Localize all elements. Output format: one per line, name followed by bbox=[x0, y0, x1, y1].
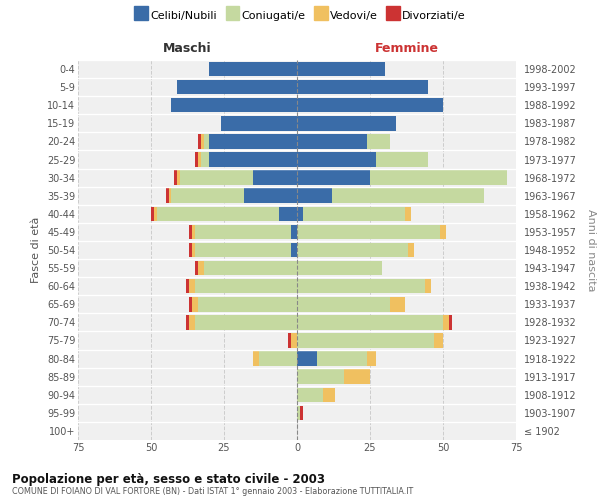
Bar bbox=[317, 352, 367, 366]
Bar bbox=[203, 261, 297, 276]
Bar bbox=[297, 206, 303, 221]
Text: COMUNE DI FOIANO DI VAL FORTORE (BN) - Dati ISTAT 1° gennaio 2003 - Elaborazione: COMUNE DI FOIANO DI VAL FORTORE (BN) - D… bbox=[12, 488, 413, 496]
Bar bbox=[195, 279, 297, 293]
Bar bbox=[172, 98, 297, 112]
Bar bbox=[209, 152, 297, 167]
Bar bbox=[297, 134, 367, 148]
Bar bbox=[367, 352, 376, 366]
Bar bbox=[177, 80, 297, 94]
Text: Maschi: Maschi bbox=[163, 42, 212, 54]
Bar bbox=[300, 406, 303, 420]
Bar bbox=[449, 315, 452, 330]
Bar bbox=[180, 170, 253, 185]
Bar bbox=[440, 224, 446, 239]
Bar bbox=[198, 297, 297, 312]
Bar bbox=[198, 134, 200, 148]
Y-axis label: Fasce di età: Fasce di età bbox=[31, 217, 41, 283]
Bar bbox=[189, 224, 192, 239]
Bar bbox=[195, 315, 297, 330]
Bar bbox=[154, 206, 157, 221]
Bar bbox=[323, 388, 335, 402]
Bar bbox=[189, 297, 192, 312]
Bar bbox=[186, 315, 189, 330]
Bar bbox=[297, 243, 408, 257]
Bar bbox=[192, 243, 195, 257]
Bar bbox=[198, 261, 203, 276]
Bar bbox=[297, 116, 396, 130]
Bar bbox=[297, 370, 344, 384]
Bar bbox=[367, 134, 391, 148]
Bar bbox=[297, 98, 443, 112]
Bar bbox=[297, 279, 425, 293]
Bar bbox=[175, 170, 177, 185]
Bar bbox=[195, 152, 198, 167]
Bar bbox=[297, 170, 370, 185]
Bar bbox=[177, 170, 180, 185]
Bar bbox=[253, 352, 259, 366]
Bar bbox=[297, 224, 440, 239]
Text: Femmine: Femmine bbox=[374, 42, 439, 54]
Bar bbox=[200, 152, 209, 167]
Legend: Celibi/Nubili, Coniugati/e, Vedovi/e, Divorziati/e: Celibi/Nubili, Coniugati/e, Vedovi/e, Di… bbox=[130, 6, 470, 25]
Bar bbox=[189, 243, 192, 257]
Bar bbox=[200, 134, 203, 148]
Bar bbox=[195, 224, 291, 239]
Bar bbox=[425, 279, 431, 293]
Bar bbox=[221, 116, 297, 130]
Bar bbox=[244, 188, 297, 203]
Bar bbox=[186, 279, 189, 293]
Bar bbox=[209, 134, 297, 148]
Bar bbox=[157, 206, 280, 221]
Bar bbox=[297, 388, 323, 402]
Bar bbox=[408, 243, 414, 257]
Bar bbox=[259, 352, 297, 366]
Bar bbox=[405, 206, 411, 221]
Bar bbox=[192, 224, 195, 239]
Bar bbox=[192, 297, 198, 312]
Bar bbox=[297, 315, 443, 330]
Bar bbox=[291, 224, 297, 239]
Bar bbox=[297, 152, 376, 167]
Bar bbox=[297, 261, 382, 276]
Bar bbox=[303, 206, 405, 221]
Bar bbox=[195, 243, 291, 257]
Y-axis label: Anni di nascita: Anni di nascita bbox=[586, 209, 596, 291]
Bar bbox=[297, 297, 391, 312]
Bar bbox=[166, 188, 169, 203]
Bar bbox=[189, 315, 195, 330]
Bar bbox=[434, 333, 443, 347]
Bar bbox=[370, 170, 507, 185]
Bar bbox=[169, 188, 172, 203]
Bar bbox=[297, 406, 300, 420]
Bar bbox=[297, 352, 317, 366]
Bar bbox=[198, 152, 200, 167]
Text: Popolazione per età, sesso e stato civile - 2003: Popolazione per età, sesso e stato civil… bbox=[12, 472, 325, 486]
Bar bbox=[291, 333, 297, 347]
Bar bbox=[443, 315, 449, 330]
Bar bbox=[332, 188, 484, 203]
Bar bbox=[391, 297, 405, 312]
Bar bbox=[376, 152, 428, 167]
Bar bbox=[297, 188, 332, 203]
Bar bbox=[195, 261, 198, 276]
Bar bbox=[280, 206, 297, 221]
Bar bbox=[291, 243, 297, 257]
Bar bbox=[203, 134, 209, 148]
Bar bbox=[189, 279, 195, 293]
Bar bbox=[288, 333, 291, 347]
Bar bbox=[172, 188, 244, 203]
Bar bbox=[151, 206, 154, 221]
Bar bbox=[344, 370, 370, 384]
Bar bbox=[297, 80, 428, 94]
Bar bbox=[253, 170, 297, 185]
Bar bbox=[209, 62, 297, 76]
Bar bbox=[297, 333, 434, 347]
Bar bbox=[297, 62, 385, 76]
